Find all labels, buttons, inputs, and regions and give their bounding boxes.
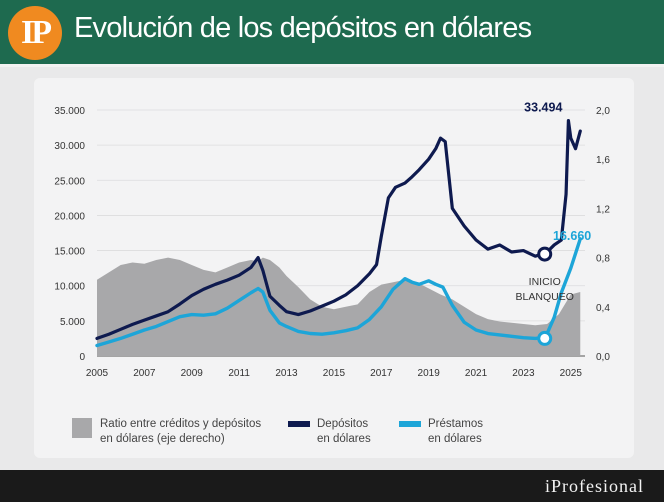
prestamos-value-label: 16.660 bbox=[553, 229, 591, 243]
right-axis-ticks: 0,0 0,4 0,8 1,2 1,6 2,0 bbox=[596, 106, 610, 363]
ratio-area-layer bbox=[97, 257, 581, 356]
prestamos-line bbox=[95, 237, 582, 348]
x-tick-label: 2009 bbox=[181, 368, 204, 379]
left-tick-label: 10.000 bbox=[54, 282, 85, 293]
left-tick-label: 15.000 bbox=[54, 247, 85, 258]
left-tick-label: 20.000 bbox=[54, 211, 85, 222]
x-axis-ticks: 2005 2007 2009 2011 2013 2015 2017 2019 2021 2023… bbox=[86, 368, 582, 379]
x-tick-label: 2015 bbox=[323, 368, 346, 379]
inicio-label: INICIO bbox=[529, 276, 561, 288]
right-tick-label: 0,8 bbox=[596, 254, 610, 265]
footer-brand: iProfesional bbox=[545, 476, 644, 496]
chart-legend: Ratio entre créditos y depósitos en dólar… bbox=[72, 418, 483, 445]
left-tick-label: 35.000 bbox=[54, 106, 85, 117]
blanqueo-marker-depositos bbox=[537, 246, 553, 262]
x-tick-label: 2019 bbox=[418, 368, 441, 379]
x-tick-label: 2011 bbox=[228, 368, 250, 379]
legend-label-line2: en dólares (eje derecho) bbox=[100, 433, 225, 445]
ratio-area bbox=[97, 257, 581, 356]
page-title: Evolución de los depósitos en dólares bbox=[74, 12, 532, 44]
x-tick-label: 2025 bbox=[560, 368, 583, 379]
legend-swatch-prestamos bbox=[399, 421, 421, 427]
x-tick-label: 2017 bbox=[370, 368, 393, 379]
legend-swatch-depositos bbox=[288, 421, 310, 427]
legend-label-line1: Depósitos bbox=[317, 418, 368, 430]
header-banner: IP Evolución de los depósitos en dólares bbox=[0, 0, 664, 64]
right-tick-label: 0,0 bbox=[596, 352, 610, 363]
x-tick-label: 2005 bbox=[86, 368, 109, 379]
footer-bar: iProfesional bbox=[0, 470, 664, 502]
legend-label-line1: Ratio entre créditos y depósitos bbox=[100, 418, 261, 430]
header-divider bbox=[0, 64, 664, 67]
legend-swatch-ratio bbox=[72, 418, 92, 438]
depositos-line bbox=[95, 118, 582, 341]
x-tick-label: 2007 bbox=[133, 368, 156, 379]
x-tick-label: 2021 bbox=[465, 368, 488, 379]
right-tick-label: 2,0 bbox=[596, 106, 610, 117]
right-tick-label: 1,2 bbox=[596, 204, 610, 215]
left-axis-ticks: 0 5.000 10.000 15.000 20.000 25.000 30.000 35.0… bbox=[54, 106, 85, 363]
left-tick-label: 5.000 bbox=[60, 317, 85, 328]
annotations-layer: 33.494 16.660 INICIO BLANQUEO bbox=[516, 101, 591, 346]
right-tick-label: 1,6 bbox=[596, 155, 610, 166]
x-tick-label: 2023 bbox=[512, 368, 535, 379]
x-tick-label: 2013 bbox=[275, 368, 298, 379]
line-series-layer bbox=[95, 118, 582, 348]
legend-label-line2: en dólares bbox=[428, 433, 482, 445]
left-tick-label: 30.000 bbox=[54, 141, 85, 152]
left-tick-label: 0 bbox=[79, 352, 85, 363]
blanqueo-label: BLANQUEO bbox=[516, 291, 574, 303]
legend-label-line2: en dólares bbox=[317, 433, 371, 445]
iprofesional-logo: IP bbox=[8, 6, 62, 60]
depositos-value-label: 33.494 bbox=[524, 101, 562, 115]
legend-label-line1: Préstamos bbox=[428, 418, 483, 430]
blanqueo-marker-prestamos bbox=[537, 330, 553, 346]
left-tick-label: 25.000 bbox=[54, 176, 85, 187]
right-tick-label: 0,4 bbox=[596, 303, 610, 314]
